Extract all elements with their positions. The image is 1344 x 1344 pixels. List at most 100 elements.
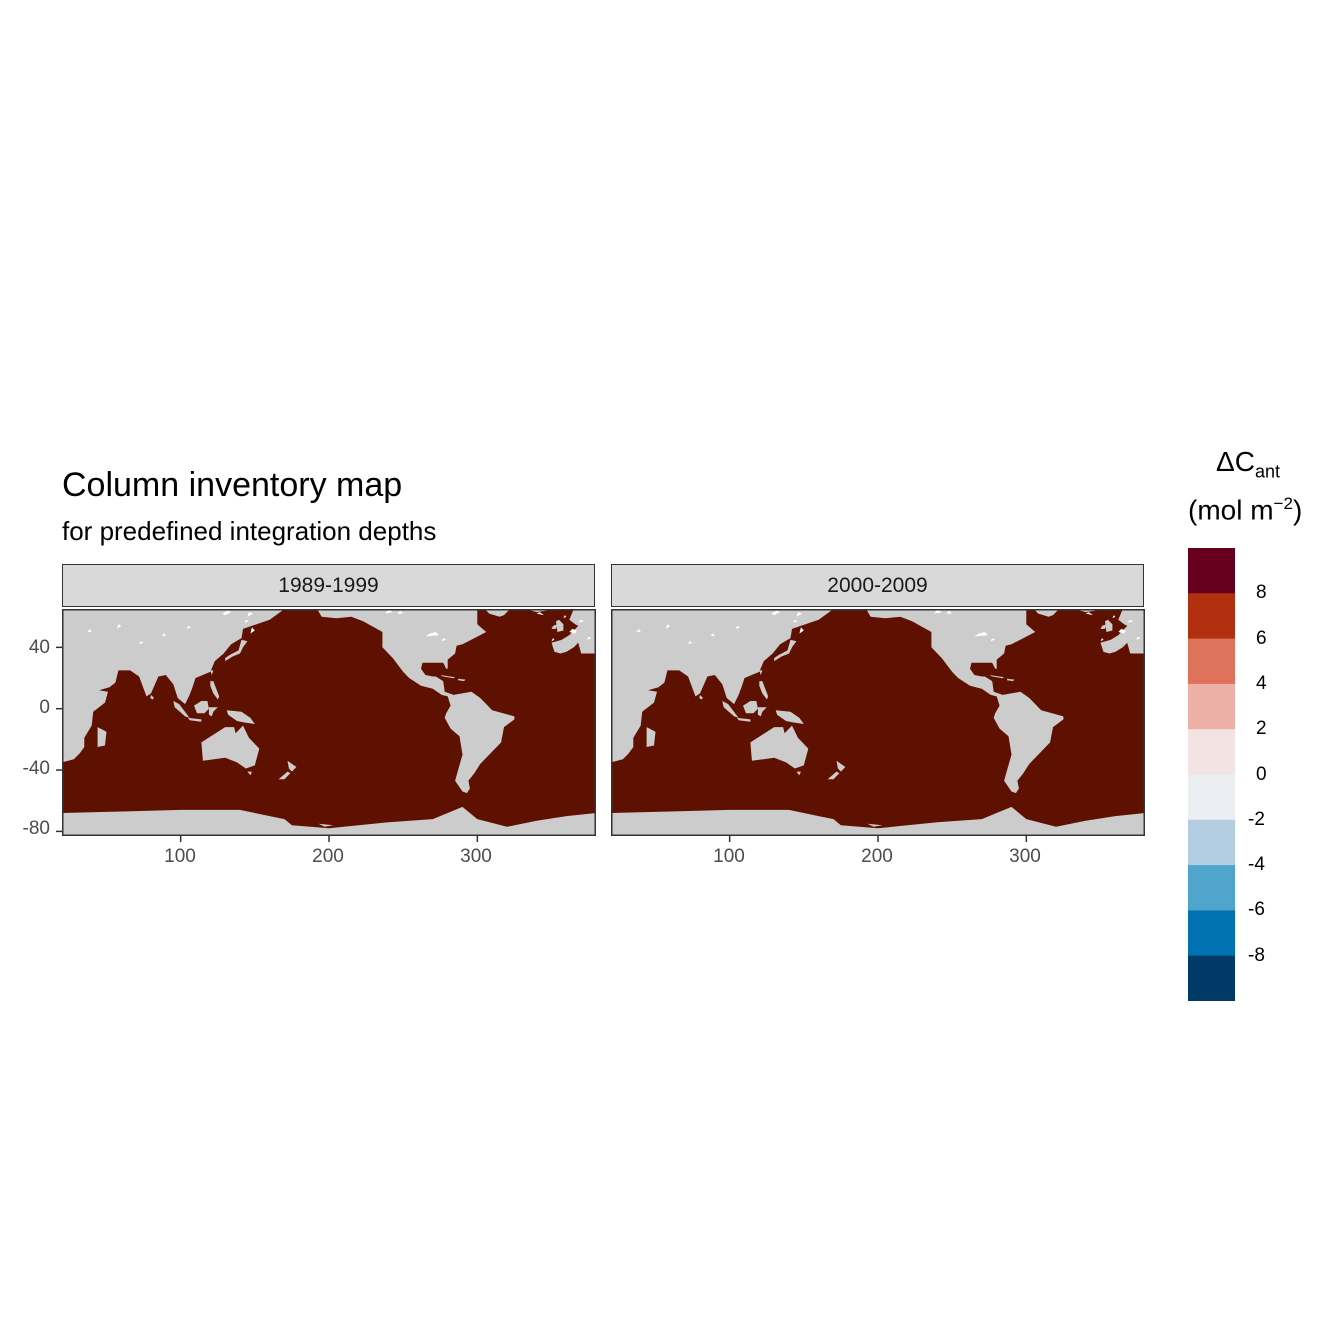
- x-tick-label: 300: [1009, 846, 1041, 867]
- legend-label: -2: [1248, 808, 1265, 830]
- land-greenland: [484, 609, 510, 617]
- land-americas: [866, 609, 1064, 794]
- legend-swatch: [1188, 910, 1235, 957]
- land-borneo: [194, 701, 209, 714]
- land-new-zealand-n: [836, 760, 846, 772]
- lake-patch: [441, 638, 447, 642]
- panel-border: [62, 609, 596, 836]
- lake-patch: [799, 627, 804, 634]
- land-americas: [317, 609, 515, 794]
- lake-patch: [735, 625, 741, 629]
- legend-swatch: [1188, 774, 1235, 821]
- land-sulawesi: [757, 707, 767, 717]
- land-tasmania: [247, 771, 252, 776]
- land-cuba: [989, 675, 1005, 679]
- legend-label: 2: [1256, 718, 1267, 740]
- land-new-zealand-n: [287, 760, 297, 772]
- legend-swatch: [1188, 638, 1235, 685]
- land-hispaniola: [1007, 678, 1015, 682]
- legend-label: 4: [1256, 672, 1267, 694]
- lake-patch: [946, 610, 953, 614]
- land-australia: [750, 725, 809, 769]
- map-plot-2: [611, 609, 1145, 836]
- lake-patch: [397, 610, 404, 614]
- lake-patch: [569, 628, 577, 634]
- lake-patch: [250, 627, 255, 634]
- legend-swatch: [1188, 865, 1235, 911]
- land-africa-eurasia: [611, 609, 834, 763]
- land-antarctica: [62, 806, 596, 836]
- land-madagascar: [646, 727, 656, 747]
- x-tick-label: 300: [460, 846, 492, 867]
- legend-swatch: [1188, 955, 1235, 1001]
- land-africa-eurasia: [62, 609, 285, 763]
- panel-border: [611, 609, 1145, 836]
- map-content: [62, 609, 596, 836]
- lake-patch: [425, 632, 439, 637]
- lake-patch: [116, 624, 122, 629]
- land-hispaniola: [458, 678, 466, 682]
- lake-patch: [551, 638, 555, 642]
- chart-subtitle: for predefined integration depths: [62, 516, 437, 546]
- legend-swatch: [1188, 548, 1235, 594]
- lake-patch: [1100, 638, 1104, 642]
- land-philippines: [759, 681, 769, 700]
- lake-patch: [244, 619, 249, 623]
- y-tick-label: -40: [22, 758, 50, 779]
- legend-label: 6: [1256, 627, 1267, 649]
- land-cuba: [440, 675, 456, 679]
- x-tick-label: 200: [861, 846, 893, 867]
- lake-patch: [578, 619, 585, 623]
- land-uk: [1105, 619, 1113, 632]
- land-ireland: [551, 624, 558, 629]
- land-java: [737, 717, 751, 722]
- land-java: [188, 717, 202, 722]
- land-japan: [225, 639, 248, 662]
- x-tick-label: 100: [164, 846, 196, 867]
- land-new-zealand-s: [827, 771, 840, 780]
- lake-patch: [665, 624, 671, 629]
- land-new-guinea: [775, 710, 804, 724]
- legend-swatch: [1188, 593, 1235, 640]
- y-tick-label: 0: [39, 697, 50, 718]
- lake-patch: [222, 610, 232, 616]
- land-taiwan: [759, 670, 763, 675]
- land-antarctica: [611, 806, 1145, 836]
- land-madagascar: [97, 727, 107, 747]
- land-new-guinea: [226, 710, 255, 724]
- land-antarctica-island: [867, 823, 883, 827]
- lake-patch: [1118, 628, 1126, 634]
- land-tasmania: [796, 771, 801, 776]
- land-ireland: [1100, 624, 1107, 629]
- legend-swatch: [1188, 729, 1235, 775]
- lake-patch: [186, 625, 192, 629]
- lake-patch: [688, 641, 693, 645]
- lake-patch: [247, 612, 254, 617]
- land-sri-lanka: [699, 694, 703, 700]
- lake-patch: [934, 609, 942, 614]
- lake-patch: [1112, 615, 1116, 619]
- lake-patch: [587, 636, 592, 640]
- facet-strip-label: 1989-1999: [62, 564, 595, 607]
- legend-swatch: [1188, 683, 1235, 730]
- chart-title: Column inventory map: [62, 466, 403, 504]
- land-sri-lanka: [150, 694, 154, 700]
- land-new-zealand-s: [278, 771, 291, 780]
- lake-patch: [990, 638, 996, 642]
- lake-patch: [710, 633, 715, 637]
- lake-patch: [536, 612, 545, 616]
- legend-swatch: [1188, 819, 1235, 866]
- lake-patch: [771, 610, 781, 616]
- legend-label: -4: [1248, 854, 1265, 876]
- land-taiwan: [210, 670, 214, 675]
- lake-patch: [563, 615, 567, 619]
- land-australia: [201, 725, 260, 769]
- lake-patch: [793, 619, 798, 623]
- lake-patch: [636, 628, 641, 632]
- map-plot-1: [62, 609, 596, 836]
- lake-patch: [796, 612, 803, 617]
- lake-patch: [385, 609, 393, 614]
- color-scale-bar: [1188, 548, 1235, 1001]
- facet-strip-label: 2000-2009: [611, 564, 1144, 607]
- land-antarctica-island: [318, 823, 334, 827]
